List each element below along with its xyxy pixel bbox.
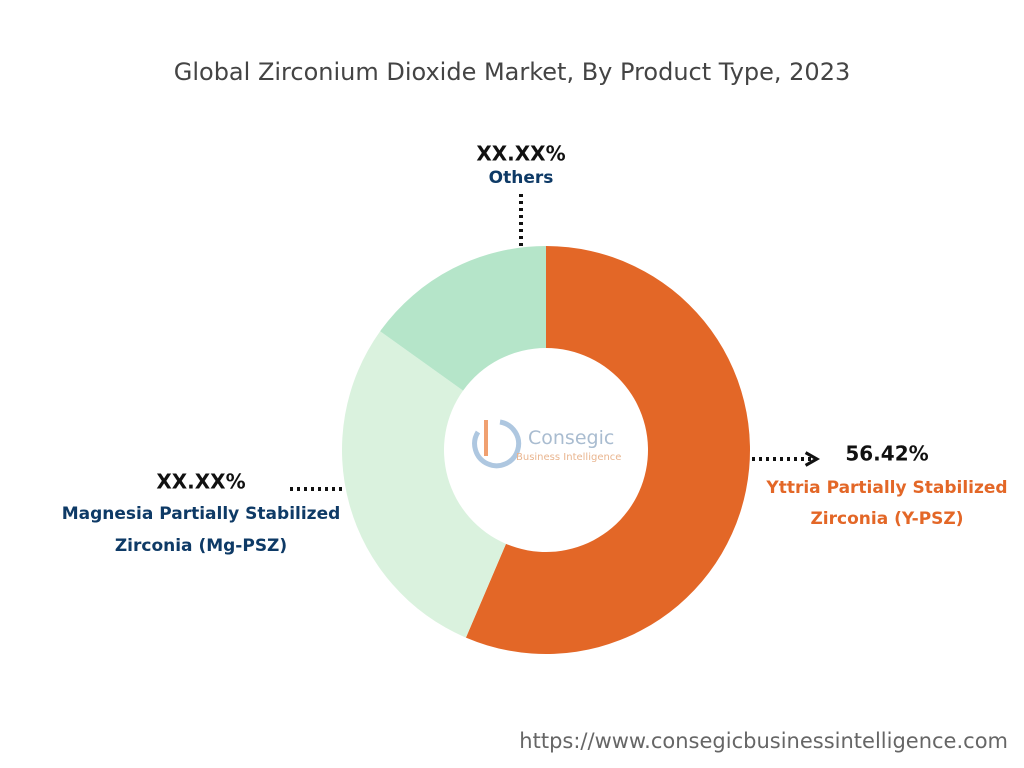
value-label: 56.42% <box>845 442 928 466</box>
leaders <box>290 194 821 491</box>
chart-title: Global Zirconium Dioxide Market, By Prod… <box>174 58 850 86</box>
category-label: Others <box>489 168 554 188</box>
category-label: Yttria Partially Stabilized Zirconia (Y-P… <box>765 478 1007 529</box>
donut <box>341 246 750 655</box>
logo-name: Consegic <box>528 427 614 449</box>
donut-slice <box>380 246 546 391</box>
value-label: XX.XX% <box>476 142 565 166</box>
donut-slice <box>341 331 506 638</box>
logo: Consegic Business Intelligence <box>472 419 621 469</box>
category-label: Magnesia Partially Stabilized Zirconia (M… <box>62 504 341 556</box>
value-label: XX.XX% <box>156 470 245 494</box>
logo-tagline: Business Intelligence <box>516 452 621 463</box>
source-url: https://www.consegicbusinessintelligence… <box>519 729 1008 753</box>
logo-icon <box>472 419 522 469</box>
donut-slice <box>465 246 750 655</box>
